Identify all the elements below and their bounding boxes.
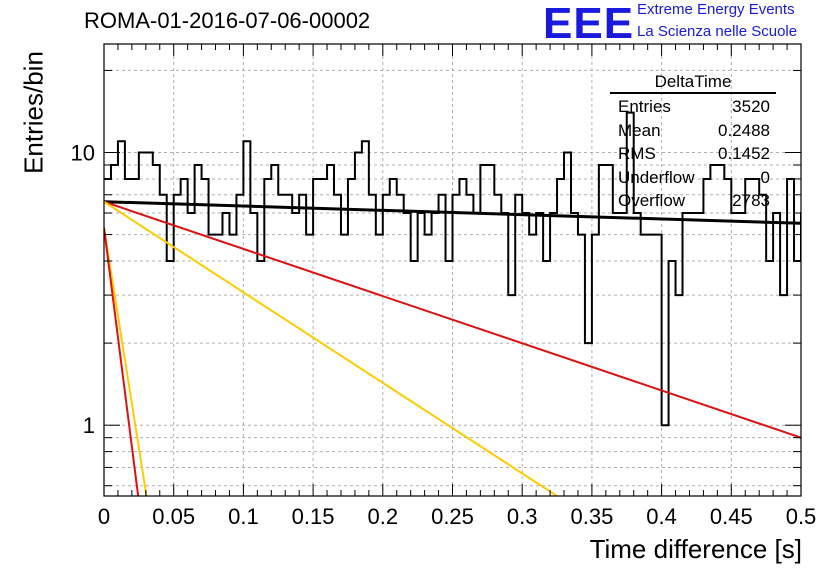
stats-label: Overflow [618, 191, 686, 210]
x-axis-label: Time difference [s] [589, 534, 802, 564]
x-tick-label: 0.2 [368, 504, 399, 529]
logo-line-2: La Scienza nelle Scuole [637, 23, 798, 40]
eee-logo: EEE [543, 0, 635, 48]
stats-label: Entries [618, 97, 671, 116]
stats-value: 0.2488 [718, 120, 770, 140]
stats-value: 0.1452 [718, 144, 770, 163]
stats-title: DeltaTime [610, 72, 776, 94]
fit-line [104, 227, 148, 496]
x-tick-label: 0 [98, 504, 110, 529]
run-title: ROMA-01-2016-07-06-00002 [84, 8, 371, 33]
fit-line [104, 200, 558, 496]
logo-line-1: Extreme Energy Events [637, 1, 795, 18]
stats-label: Mean [618, 120, 661, 140]
stats-value: 0 [760, 167, 770, 187]
y-tick-label: 10 [71, 141, 95, 166]
y-axis-label: Entries/bin [18, 51, 49, 174]
stats-row-overflow: Overflow 2783 [610, 189, 776, 213]
y-tick-label: 1 [83, 413, 95, 438]
x-tick-label: 0.3 [507, 504, 538, 529]
stats-value: 2783 [732, 191, 770, 210]
stats-row-entries: Entries 3520 [610, 95, 776, 119]
x-tick-label: 0.05 [152, 504, 195, 529]
fit-line [104, 227, 140, 496]
stats-label: Underflow [618, 167, 695, 187]
fit-line [104, 200, 801, 439]
stats-label: RMS [618, 144, 656, 163]
x-tick-label: 0.35 [570, 504, 613, 529]
x-tick-label: 0.5 [786, 504, 817, 529]
stats-row-mean: Mean 0.2488 [610, 119, 776, 143]
x-tick-label: 0.45 [710, 504, 753, 529]
stats-row-rms: RMS 0.1452 [610, 142, 776, 166]
fit-line [104, 200, 801, 225]
stats-row-underflow: Underflow 0 [610, 166, 776, 190]
x-tick-label: 0.15 [292, 504, 335, 529]
stats-box: DeltaTime Entries 3520 Mean 0.2488 RMS 0… [610, 72, 776, 213]
x-tick-label: 0.4 [646, 504, 677, 529]
histogram-series [104, 111, 801, 427]
stats-value: 3520 [732, 97, 770, 116]
x-tick-label: 0.25 [431, 504, 474, 529]
x-tick-label: 0.1 [228, 504, 259, 529]
